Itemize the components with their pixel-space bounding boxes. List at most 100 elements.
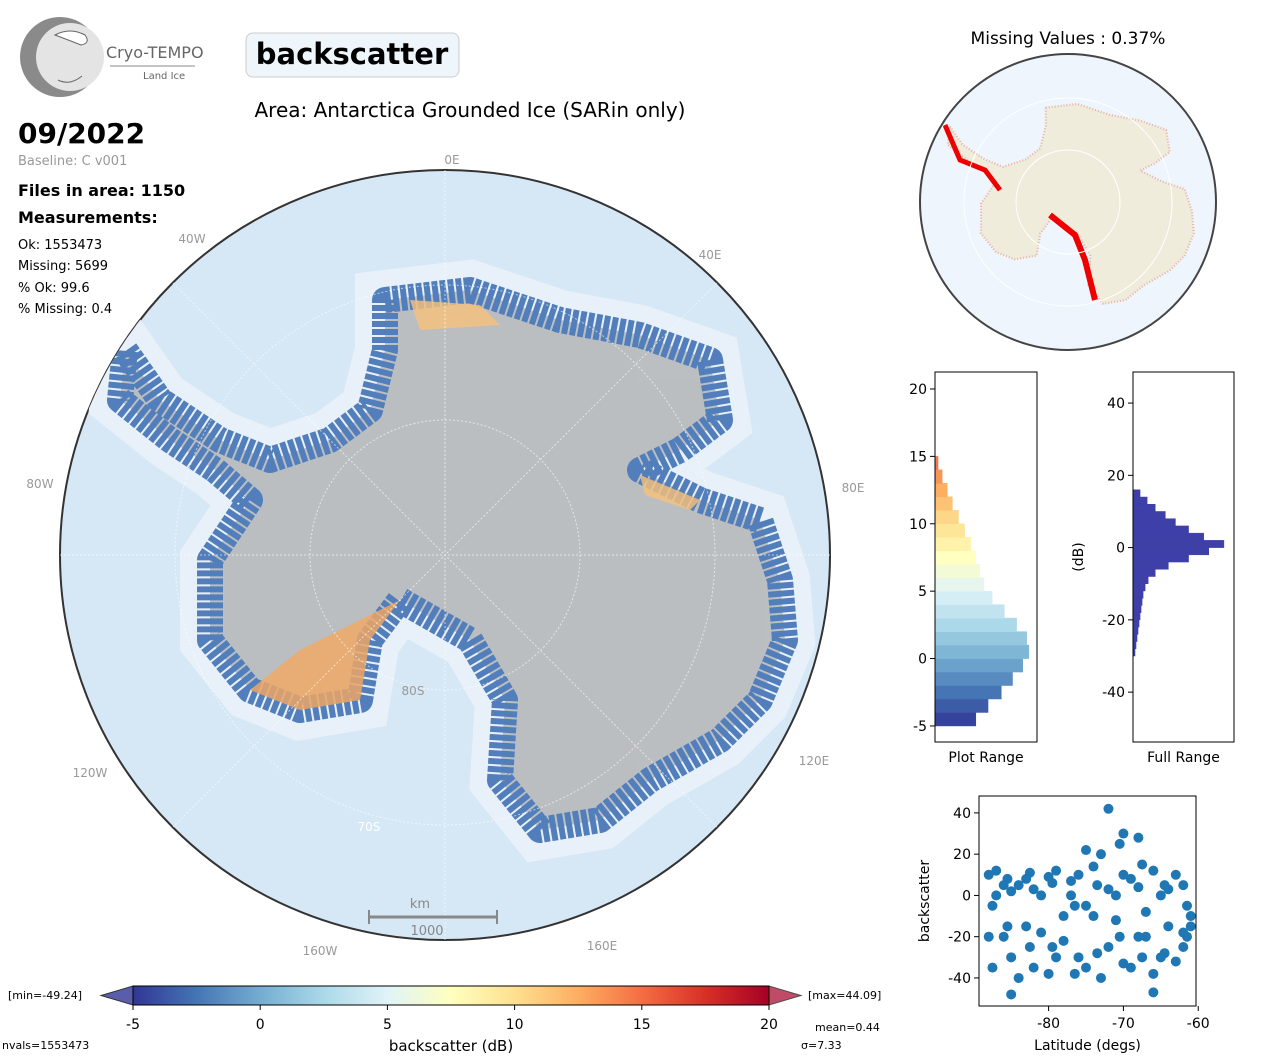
histogram-bar xyxy=(934,537,971,551)
y-tick-label: 0 xyxy=(962,888,971,904)
area: Area: Antarctica Grounded Ice (SARin onl… xyxy=(255,98,686,122)
scatter-point xyxy=(1110,890,1121,901)
scatter-point xyxy=(1114,931,1125,942)
scatter-point xyxy=(1058,911,1069,922)
baseline: Baseline: C v001 xyxy=(18,154,127,169)
scatter-point xyxy=(1133,832,1144,843)
y-tick-label: 20 xyxy=(953,847,971,863)
histogram-bar xyxy=(1132,496,1148,505)
scatter-point xyxy=(1036,927,1047,938)
scatter-point xyxy=(1140,931,1151,942)
histogram-bar xyxy=(1132,612,1141,621)
histogram-bar xyxy=(934,671,1013,686)
histogram-bar xyxy=(1132,634,1138,642)
scatter-point xyxy=(998,931,1009,942)
y-tick-label: -40 xyxy=(1102,685,1125,701)
scatter-point xyxy=(1148,968,1159,979)
scatter-point xyxy=(1103,942,1114,953)
histogram-bar xyxy=(1132,532,1204,541)
files: Files in area: 1150 xyxy=(18,181,185,200)
x-tick-label: 20 xyxy=(760,1017,778,1033)
scatter-point xyxy=(1155,890,1166,901)
scatter-point xyxy=(983,931,994,942)
logo: Cryo-TEMPO Land Ice xyxy=(20,17,204,97)
histogram-bar xyxy=(1132,569,1156,577)
scale-unit: km xyxy=(410,897,430,912)
lon-label: 80W xyxy=(26,477,53,491)
pct-missing: % Missing: 0.4 xyxy=(18,302,112,317)
histogram-bar xyxy=(1132,590,1144,599)
max-label: [max=44.09] xyxy=(808,989,881,1002)
y-tick-label: 20 xyxy=(1107,468,1125,484)
scatter-point xyxy=(1073,952,1084,963)
colorbar-extend-min xyxy=(99,985,134,1006)
histogram-bar xyxy=(934,658,1023,673)
scatter-point xyxy=(1006,952,1017,963)
scatter-point xyxy=(1185,911,1196,922)
scatter-point xyxy=(1178,942,1189,953)
scatter-point xyxy=(1081,900,1092,911)
scatter-point xyxy=(1095,972,1106,983)
scatter-point xyxy=(1163,921,1174,932)
scatter-point xyxy=(1021,921,1032,932)
histogram-bar xyxy=(1132,489,1141,498)
histogram-bar xyxy=(1132,503,1156,512)
scatter-point xyxy=(1140,906,1151,917)
ok: Ok: 1553473 xyxy=(18,238,102,253)
scale-length: 1000 xyxy=(410,924,443,939)
lon-label: 160W xyxy=(303,944,338,958)
y-tick-label: 40 xyxy=(1107,396,1125,412)
histogram-bar xyxy=(934,469,943,484)
lon-label: 40E xyxy=(699,248,722,262)
scatter-point xyxy=(1047,942,1058,953)
scatter-point xyxy=(1069,900,1080,911)
lat-label: 70S xyxy=(358,820,381,834)
y-tick-label: -20 xyxy=(1102,613,1125,629)
missing: Missing: 5699 xyxy=(18,259,108,274)
scatter-point xyxy=(1081,845,1092,856)
histogram-bar xyxy=(1132,540,1225,548)
x-tick-label: -5 xyxy=(126,1017,140,1033)
x-axis-label: backscatter (dB) xyxy=(389,1037,513,1055)
histogram-bar xyxy=(934,523,965,538)
lon-label: 0E xyxy=(444,153,459,167)
y-tick-label: 40 xyxy=(953,806,971,822)
y-axis-label: backscatter xyxy=(917,860,933,942)
mean-label: mean=0.44 xyxy=(815,1021,880,1034)
scatter-point xyxy=(991,865,1002,876)
parameter-box xyxy=(245,32,460,78)
histogram-bar xyxy=(1132,619,1140,628)
histogram-bar xyxy=(1132,605,1142,613)
y-tick-label: 0 xyxy=(918,652,927,668)
scatter-point xyxy=(983,869,994,880)
scatter-point xyxy=(998,880,1009,891)
scatter-point xyxy=(1163,884,1174,895)
y-axis-label: (dB) xyxy=(1071,542,1087,571)
scatter-point xyxy=(1051,952,1062,963)
histogram-bar xyxy=(1132,626,1139,635)
histogram-bar xyxy=(934,712,977,727)
scatter-point xyxy=(1021,873,1032,884)
measurements: Measurements: xyxy=(18,208,158,227)
scatter-point xyxy=(1148,987,1159,998)
lat-label: 80S xyxy=(402,684,425,698)
scatter-point xyxy=(1073,869,1084,880)
scatter-point xyxy=(1133,931,1144,942)
histogram-bar xyxy=(934,483,948,498)
histogram-bar xyxy=(1132,597,1143,606)
x-tick-label: 15 xyxy=(633,1017,651,1033)
scatter-point xyxy=(1006,886,1017,897)
histogram-bar xyxy=(1132,561,1169,570)
scatter-point xyxy=(1036,890,1047,901)
scatter-point xyxy=(1137,952,1148,963)
scatter-point xyxy=(1088,911,1099,922)
x-tick-label: 5 xyxy=(383,1017,392,1033)
scatter-point xyxy=(1159,948,1170,959)
pct-ok: % Ok: 99.6 xyxy=(18,281,90,296)
date: 09/2022 xyxy=(18,117,145,150)
lon-label: 80E xyxy=(842,481,865,495)
histogram-bar xyxy=(934,590,993,605)
y-tick-label: 0 xyxy=(1116,541,1125,557)
scatter-point xyxy=(1178,880,1189,891)
scatter-point xyxy=(1118,958,1129,969)
